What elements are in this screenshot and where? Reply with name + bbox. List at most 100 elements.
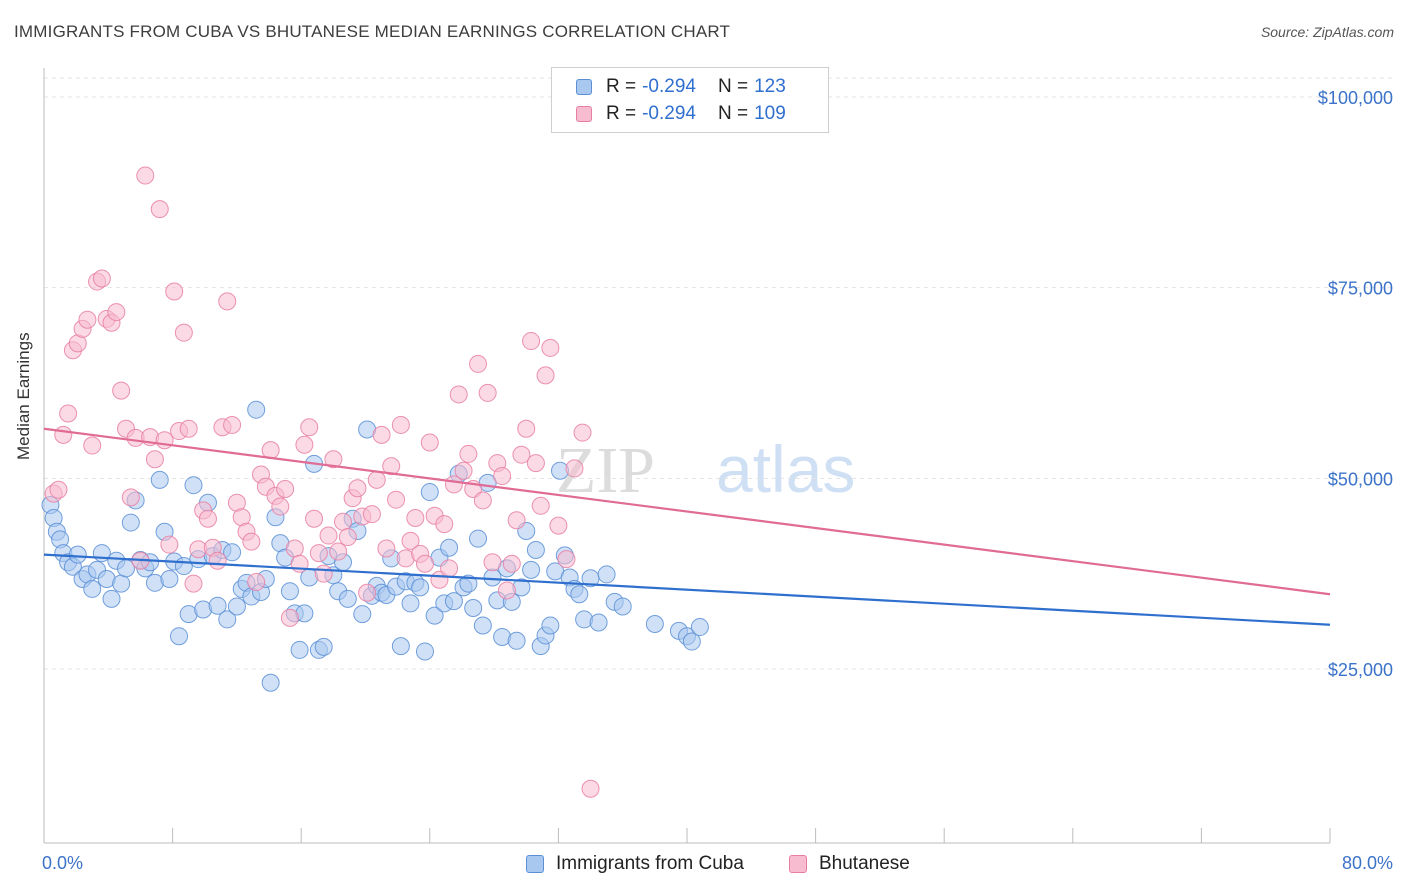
data-point-bhutanese <box>145 450 164 469</box>
data-point-bhutanese <box>440 559 459 578</box>
bottom-legend-label-bhutanese: Bhutanese <box>819 853 910 874</box>
data-point-cuba <box>420 483 439 502</box>
data-point-cuba <box>338 589 357 608</box>
data-point-cuba <box>507 631 526 650</box>
data-point-bhutanese <box>271 497 290 516</box>
data-point-cuba <box>690 618 709 637</box>
source-label: Source: ZipAtlas.com <box>1260 24 1394 40</box>
data-point-bhutanese <box>319 526 338 545</box>
data-point-bhutanese <box>512 445 531 464</box>
data-point-bhutanese <box>531 496 550 515</box>
data-point-bhutanese <box>333 512 352 531</box>
data-point-bhutanese <box>121 488 140 507</box>
data-point-bhutanese <box>478 383 497 402</box>
data-point-cuba <box>473 616 492 635</box>
data-point-bhutanese <box>483 553 502 572</box>
data-point-cuba <box>208 596 227 615</box>
data-point-bhutanese <box>300 418 319 437</box>
data-point-cuba <box>227 597 246 616</box>
data-point-bhutanese <box>242 532 261 551</box>
y-tick-label: $25,000 <box>1328 660 1393 680</box>
data-point-cuba <box>112 574 131 593</box>
data-point-bhutanese <box>78 310 97 329</box>
data-point-bhutanese <box>581 779 600 798</box>
data-point-bhutanese <box>557 550 576 569</box>
data-point-bhutanese <box>401 531 420 550</box>
data-point-cuba <box>280 582 299 601</box>
data-point-cuba <box>682 632 701 651</box>
data-point-bhutanese <box>198 509 217 528</box>
data-point-cuba <box>522 560 541 579</box>
data-point-bhutanese <box>107 303 126 322</box>
legend-r-label: R = <box>606 103 637 124</box>
data-point-bhutanese <box>449 385 468 404</box>
data-point-bhutanese <box>59 404 78 423</box>
data-point-bhutanese <box>517 419 536 438</box>
data-point-bhutanese <box>305 509 324 528</box>
data-point-bhutanese <box>362 505 381 524</box>
data-point-bhutanese <box>420 433 439 452</box>
data-point-cuba <box>469 529 488 548</box>
data-point-bhutanese <box>247 573 266 592</box>
y-tick-label: $50,000 <box>1328 469 1393 489</box>
data-point-bhutanese <box>435 515 454 534</box>
data-point-cuba <box>483 568 502 587</box>
trend-line-bhutanese <box>43 427 1331 596</box>
legend-n-label: N = <box>717 76 749 97</box>
data-point-bhutanese <box>502 554 521 573</box>
data-point-bhutanese <box>565 459 584 478</box>
data-point-bhutanese <box>285 539 304 558</box>
data-point-bhutanese <box>459 444 478 463</box>
data-point-cuba <box>464 598 483 617</box>
data-point-cuba <box>613 597 632 616</box>
data-point-cuba <box>160 570 179 589</box>
data-point-bhutanese <box>338 528 357 547</box>
data-point-bhutanese <box>415 554 434 573</box>
data-point-bhutanese <box>92 269 111 288</box>
data-point-cuba <box>391 637 410 656</box>
y-axis-label: Median Earnings <box>14 332 33 460</box>
data-point-bhutanese <box>536 366 555 385</box>
data-point-bhutanese <box>165 282 184 301</box>
data-point-bhutanese <box>454 461 473 480</box>
data-point-bhutanese <box>49 480 68 499</box>
data-point-bhutanese <box>573 423 592 442</box>
data-point-bhutanese <box>295 435 314 454</box>
data-point-bhutanese <box>83 436 102 455</box>
data-point-bhutanese <box>223 415 242 434</box>
data-point-cuba <box>425 606 444 625</box>
data-point-bhutanese <box>314 564 333 583</box>
data-point-bhutanese <box>382 457 401 476</box>
data-point-bhutanese <box>473 491 492 510</box>
stats-legend: R = -0.294 N = 123 R = -0.294 N = 109 <box>551 67 829 133</box>
data-point-bhutanese <box>54 425 73 444</box>
watermark-atlas: atlas <box>716 432 855 506</box>
data-point-cuba <box>353 605 372 624</box>
data-point-cuba <box>184 476 203 495</box>
data-point-cuba <box>83 579 102 598</box>
data-point-bhutanese <box>184 574 203 593</box>
data-point-bhutanese <box>208 551 227 570</box>
legend-r-label: R = <box>606 76 637 97</box>
data-point-bhutanese <box>526 454 545 473</box>
data-point-cuba <box>247 400 266 419</box>
legend-n-value: 109 <box>754 103 786 124</box>
data-point-bhutanese <box>541 338 560 357</box>
data-point-bhutanese <box>348 479 367 498</box>
data-point-bhutanese <box>280 608 299 627</box>
data-point-cuba <box>526 541 545 560</box>
data-point-cuba <box>570 585 589 604</box>
data-point-cuba <box>102 589 121 608</box>
data-point-bhutanese <box>406 508 425 527</box>
data-point-cuba <box>170 627 189 646</box>
data-point-cuba <box>290 640 309 659</box>
data-point-cuba <box>459 574 478 593</box>
data-point-bhutanese <box>497 581 516 600</box>
legend-r-value: -0.294 <box>642 103 696 124</box>
data-point-bhutanese <box>493 467 512 486</box>
bottom-legend-swatch-bhutanese <box>789 855 807 873</box>
data-point-bhutanese <box>367 470 386 489</box>
data-point-bhutanese <box>174 323 193 342</box>
data-point-bhutanese <box>372 425 391 444</box>
